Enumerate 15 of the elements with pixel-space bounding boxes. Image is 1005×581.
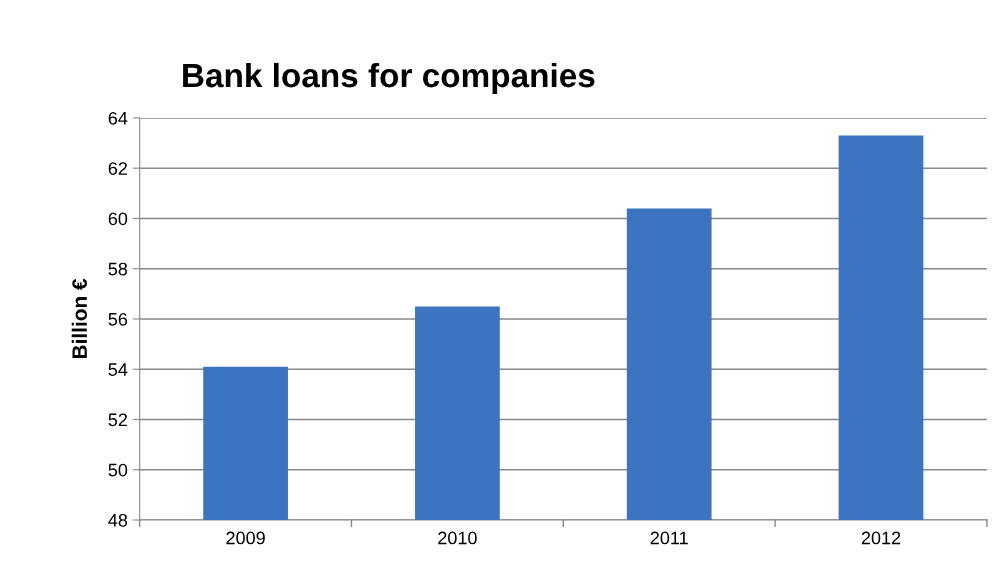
x-tick-label: 2009 xyxy=(226,531,265,545)
y-tick-label: 62 xyxy=(108,162,127,175)
y-tick-label: 64 xyxy=(108,111,128,125)
y-tick-label: 60 xyxy=(108,212,128,226)
y-tick-label: 48 xyxy=(108,513,128,527)
x-tick-label: 2010 xyxy=(438,531,477,545)
x-tick-label: 2012 xyxy=(861,531,901,545)
x-tick-label: 2011 xyxy=(650,531,688,545)
y-axis-title: Billion € xyxy=(71,278,88,359)
y-tick-label: 50 xyxy=(108,463,128,477)
y-tick-label: 52 xyxy=(108,413,127,427)
chart-title: Bank loans for companies xyxy=(183,62,595,94)
y-tick-label: 58 xyxy=(108,262,128,276)
y-tick-label: 56 xyxy=(108,312,128,326)
y-tick-label: 54 xyxy=(108,363,128,376)
